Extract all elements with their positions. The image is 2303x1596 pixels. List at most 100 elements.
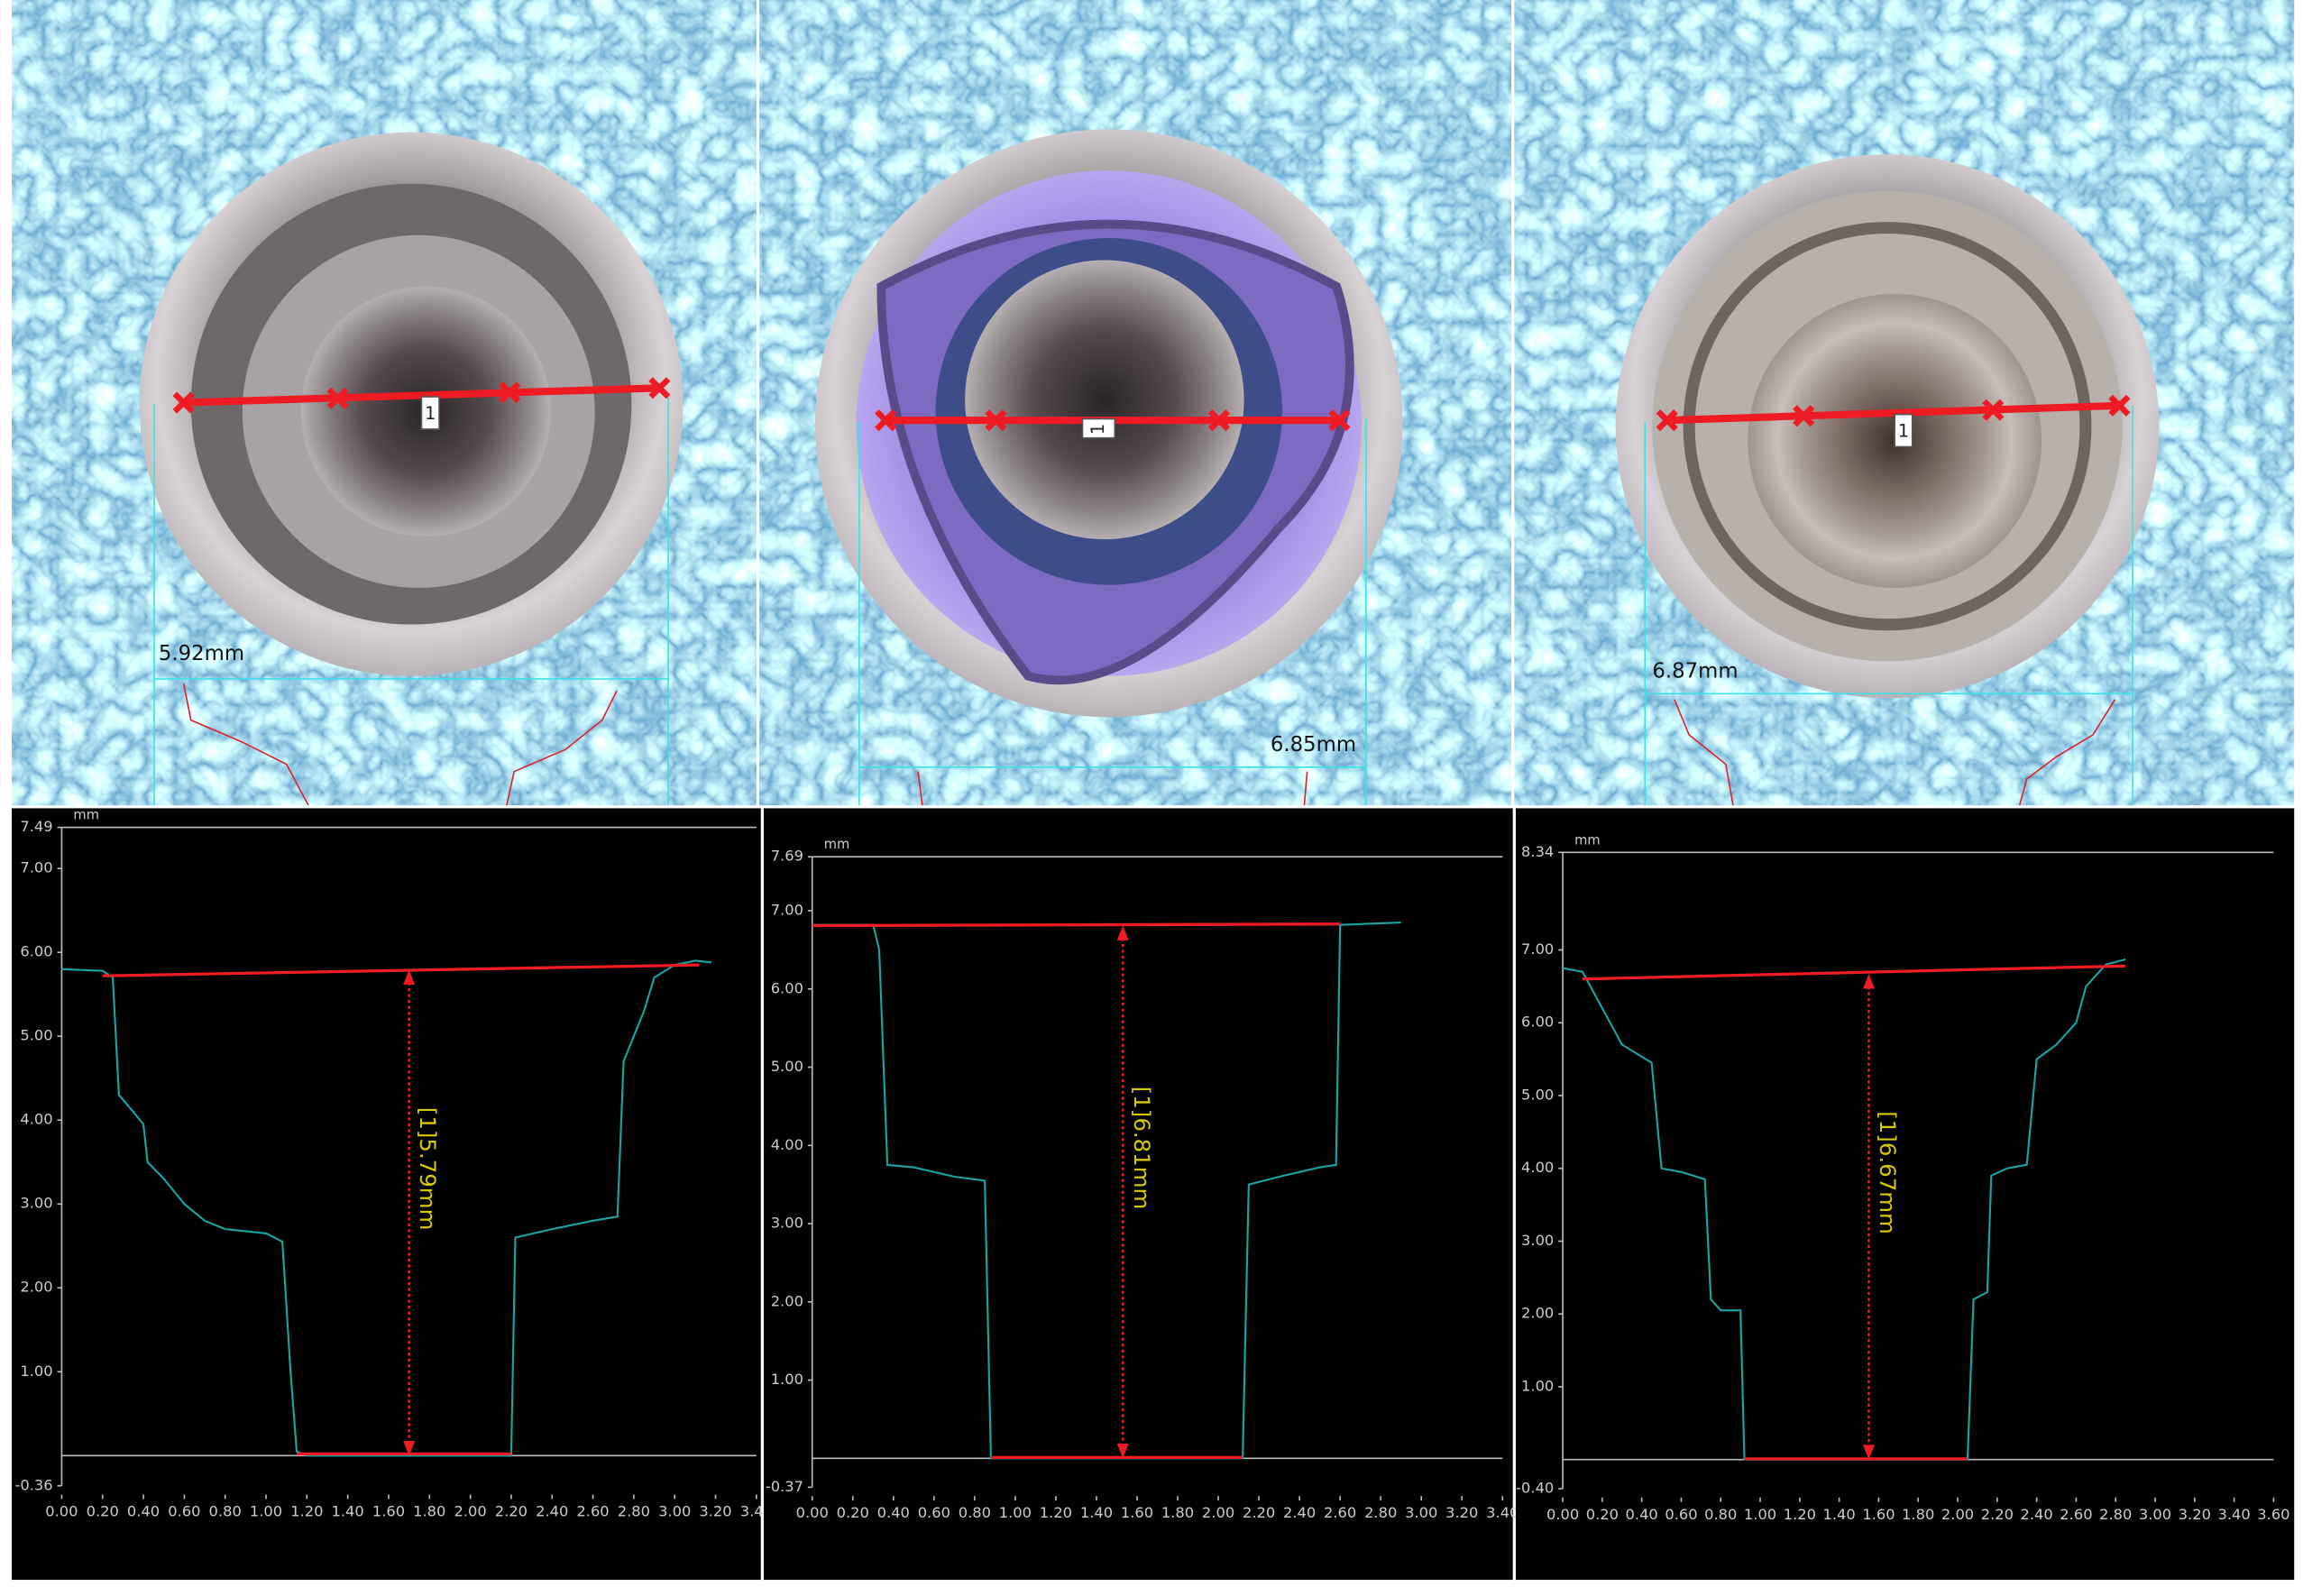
measure-annotation: [1]6.67mm bbox=[1875, 1111, 1901, 1234]
x-tick-label: 0.80 bbox=[1704, 1506, 1737, 1523]
part-ring bbox=[1683, 222, 2092, 631]
reference-line bbox=[1582, 964, 2126, 981]
trace-line bbox=[2018, 699, 2116, 806]
x-tick-label: 2.80 bbox=[618, 1503, 650, 1520]
cross-marker bbox=[172, 391, 195, 414]
x-tick-label: 2.40 bbox=[1283, 1504, 1316, 1521]
x-tick-label: 2.60 bbox=[1324, 1504, 1356, 1521]
profile-chart: mm -0.37 1.00 2.00 3.00 4.00 5.00 6.00 7.00 7.69 0… bbox=[763, 808, 1519, 1581]
y-tick-label: -0.36 bbox=[15, 1476, 53, 1493]
x-tick-label: 2.20 bbox=[1981, 1506, 2014, 1523]
x-tick-label: 3.20 bbox=[1445, 1504, 1478, 1521]
y-tick-label: 6.00 bbox=[20, 943, 52, 960]
photo-row: 1 1 1 5.92mm 6.85mm 6.87mm bbox=[12, 0, 2295, 806]
x-tick-label: 2.00 bbox=[454, 1503, 486, 1520]
x-tick-label: 1.80 bbox=[1902, 1506, 1934, 1523]
x-tick-label: 0.00 bbox=[45, 1503, 78, 1520]
x-tick-label: 3.60 bbox=[2257, 1506, 2289, 1523]
x-tick-label: 1.40 bbox=[1823, 1506, 1856, 1523]
cross-marker bbox=[2108, 394, 2131, 417]
x-tick-label: 2.00 bbox=[1941, 1506, 1974, 1523]
trace-line bbox=[182, 683, 309, 806]
x-tick-label: 2.40 bbox=[536, 1503, 568, 1520]
chart-panel bbox=[763, 808, 1513, 1581]
index-label: 1 bbox=[1087, 424, 1108, 435]
part-bore bbox=[965, 260, 1244, 540]
arrow-head bbox=[1116, 925, 1129, 940]
x-tick-label: 0.40 bbox=[127, 1503, 160, 1520]
x-tick-label: 2.60 bbox=[576, 1503, 609, 1520]
diameter-label: 6.87mm bbox=[1652, 659, 1738, 683]
diameter-line bbox=[1663, 401, 2124, 425]
cross-marker bbox=[1656, 409, 1678, 432]
x-tick-label: 0.20 bbox=[1586, 1506, 1619, 1523]
section-trace bbox=[182, 683, 2116, 806]
x-tick-label: 2.40 bbox=[2021, 1506, 2053, 1523]
x-tick-label: 1.60 bbox=[1121, 1504, 1153, 1521]
index-box bbox=[1894, 413, 1913, 448]
y-tick-label: 6.00 bbox=[1521, 1014, 1554, 1031]
reference-line bbox=[102, 963, 700, 977]
x-tick-label: 0.00 bbox=[1546, 1506, 1579, 1523]
measure-frame bbox=[153, 397, 2133, 806]
x-tick-label: 0.60 bbox=[1665, 1506, 1697, 1523]
trace-line bbox=[917, 771, 1308, 806]
x-tick-label: 1.20 bbox=[1784, 1506, 1816, 1523]
y-tick-label: 3.00 bbox=[20, 1195, 52, 1212]
x-tick-label: 1.20 bbox=[1040, 1504, 1072, 1521]
x-tick-label: 3.20 bbox=[699, 1503, 731, 1520]
guide-line bbox=[858, 418, 1367, 806]
x-tick-label: 3.00 bbox=[2139, 1506, 2171, 1523]
cross-marker bbox=[875, 409, 897, 432]
arrow-head bbox=[403, 1440, 416, 1456]
measure-annotation: [1]6.81mm bbox=[1129, 1087, 1155, 1210]
y-tick-label: 3.00 bbox=[771, 1215, 803, 1232]
cross-marker bbox=[1793, 405, 1815, 427]
x-tick-label: 0.80 bbox=[959, 1504, 991, 1521]
x-tick-label: 2.60 bbox=[2060, 1506, 2092, 1523]
y-axis-label: mm bbox=[1574, 832, 1601, 848]
x-tick-label: 1.00 bbox=[999, 1504, 1032, 1521]
trace-line bbox=[506, 690, 618, 806]
y-tick-label: 7.69 bbox=[771, 848, 803, 865]
cross-marker bbox=[1207, 409, 1231, 432]
trace-line bbox=[1674, 699, 1734, 806]
cross-marker bbox=[1328, 409, 1351, 432]
y-tick-label: 4.00 bbox=[771, 1136, 803, 1153]
y-tick-label: 6.00 bbox=[771, 979, 803, 996]
x-tick-label: 0.00 bbox=[796, 1504, 829, 1521]
x-tick-label: 3.40 bbox=[2217, 1506, 2250, 1523]
x-tick-label: 0.80 bbox=[209, 1503, 242, 1520]
y-tick-label: 7.00 bbox=[20, 859, 52, 876]
y-axis-label: mm bbox=[824, 837, 850, 852]
index-box bbox=[420, 396, 440, 430]
guide-line bbox=[153, 397, 669, 806]
x-tick-label: 1.80 bbox=[413, 1503, 445, 1520]
cross-marker bbox=[499, 381, 521, 404]
x-tick-label: 2.80 bbox=[2099, 1506, 2132, 1523]
chart-panel bbox=[12, 808, 761, 1581]
x-tick-label: 0.20 bbox=[837, 1504, 869, 1521]
arrow-head bbox=[1862, 974, 1876, 989]
x-tick-label: 0.40 bbox=[1626, 1506, 1658, 1523]
measure-points bbox=[172, 377, 2131, 432]
index-label: 1 bbox=[1898, 421, 1909, 442]
diameter-label: 6.85mm bbox=[1271, 733, 1356, 757]
y-tick-label: 2.00 bbox=[771, 1292, 803, 1309]
x-tick-label: 2.20 bbox=[1243, 1504, 1275, 1521]
cross-marker bbox=[985, 409, 1007, 432]
x-tick-label: 0.20 bbox=[87, 1503, 119, 1520]
arrow-head bbox=[1116, 1443, 1129, 1459]
cross-marker bbox=[648, 377, 671, 399]
profile-line bbox=[61, 959, 712, 1457]
y-tick-label: 7.00 bbox=[771, 902, 803, 919]
y-tick-label: -0.37 bbox=[766, 1478, 803, 1495]
y-tick-label: 1.00 bbox=[20, 1362, 52, 1380]
y-tick-label: 7.49 bbox=[20, 818, 52, 835]
x-tick-label: 2.20 bbox=[495, 1503, 528, 1520]
cross-marker bbox=[1982, 399, 2005, 421]
x-tick-label: 1.20 bbox=[290, 1503, 323, 1520]
y-tick-label: 8.34 bbox=[1521, 843, 1554, 860]
x-tick-label: 2.80 bbox=[1364, 1504, 1397, 1521]
arrow-head bbox=[1862, 1445, 1876, 1460]
